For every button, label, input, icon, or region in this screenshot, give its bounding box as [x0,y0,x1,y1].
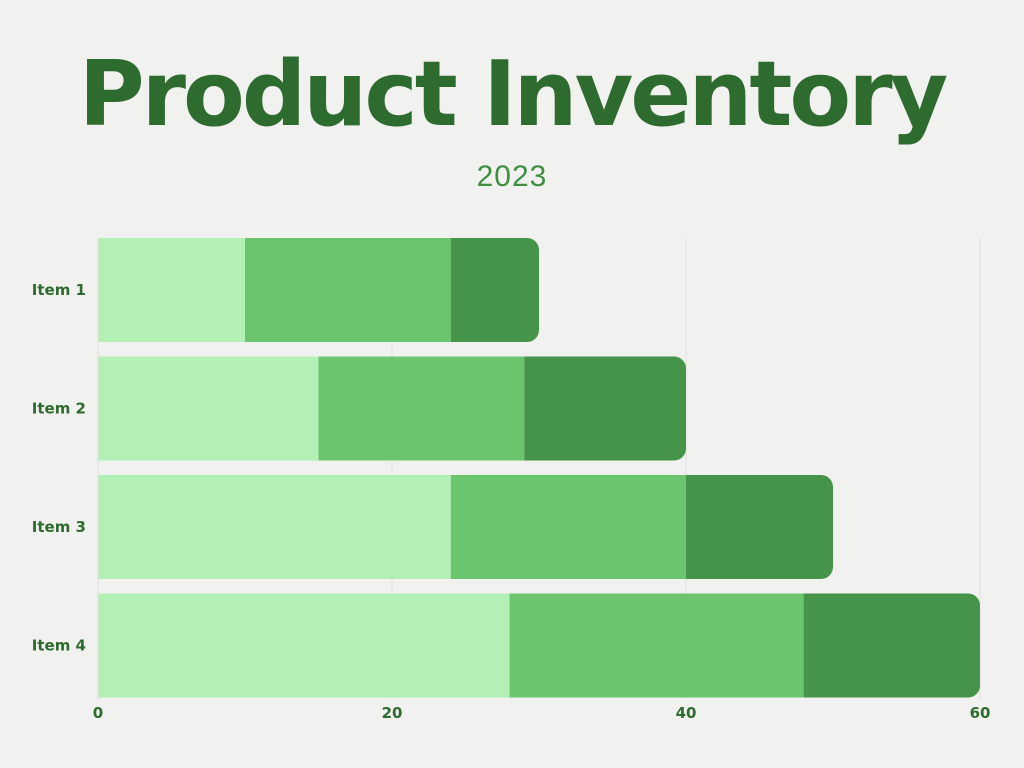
x-tick-label: 0 [93,704,103,722]
x-tick-label: 20 [382,704,403,722]
bar-segment-2-2 [318,356,525,461]
chart-title: Product Inventory [78,42,949,147]
x-tick-label: 40 [676,704,697,722]
bar-segment-1-1 [98,238,245,342]
chart-subtitle: 2023 [476,160,548,193]
bar-segment-2-1 [98,356,319,461]
category-label: Item 4 [32,637,86,655]
x-tick-label: 60 [970,704,991,722]
bar-segment-4-3 [803,593,980,698]
category-label: Item 1 [32,281,86,299]
category-label: Item 3 [32,518,86,536]
bar-segment-3-3 [686,475,833,579]
bar-segment-4-2 [509,593,804,698]
bar-segment-1-3 [450,238,539,342]
bar-segment-3-1 [98,475,451,579]
bar-segment-3-2 [450,475,686,579]
bar-segment-2-3 [524,356,686,461]
bar-segment-4-1 [98,593,510,698]
category-label: Item 2 [32,400,86,418]
bar-segment-1-2 [245,238,451,342]
